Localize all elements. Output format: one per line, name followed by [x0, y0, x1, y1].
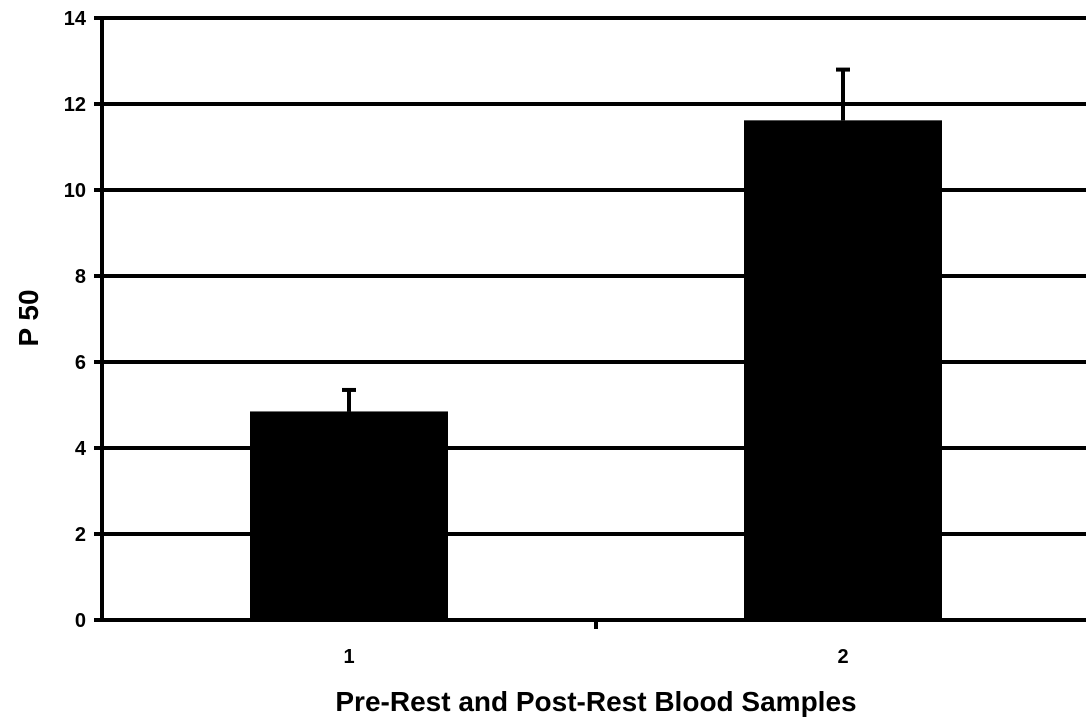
- y-tick-label: 2: [75, 524, 86, 546]
- y-tick-label: 0: [75, 610, 86, 632]
- bar-1: [250, 411, 448, 620]
- y-tick-label: 12: [64, 94, 86, 116]
- bar-2: [744, 120, 942, 620]
- error-bars: [342, 67, 850, 412]
- x-axis-title: Pre-Rest and Post-Rest Blood Samples: [335, 686, 856, 717]
- x-tick-label: 2: [837, 646, 848, 668]
- x-tick-label: 1: [343, 646, 354, 668]
- y-tick-label: 14: [64, 8, 87, 30]
- y-tick-label: 6: [75, 352, 86, 374]
- y-axis-title: P 50: [13, 289, 44, 346]
- y-tick-label: 8: [75, 266, 86, 288]
- y-tick-label: 10: [64, 180, 86, 202]
- bars: [250, 120, 942, 620]
- axes: [94, 16, 1086, 629]
- y-tick-label: 4: [75, 438, 87, 460]
